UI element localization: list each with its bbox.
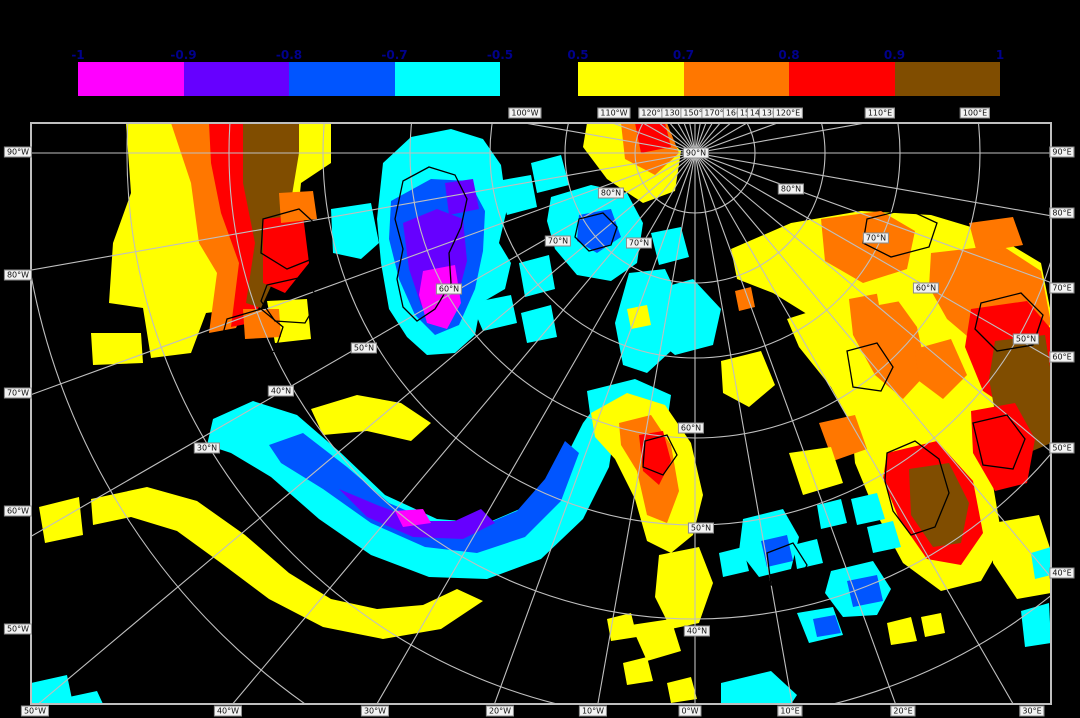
longitude-label-right: 50°E — [1049, 442, 1075, 454]
cb-pos-segment-0 — [578, 62, 684, 96]
longitude-label-left: 80°W — [3, 269, 33, 281]
longitude-label-bottom: 10°W — [578, 705, 608, 717]
cb-pos-segment-1 — [683, 62, 789, 96]
longitude-label-top: 110°W — [597, 107, 631, 119]
longitude-label-bottom: 30°W — [360, 705, 390, 717]
cb-pos-segment-2 — [789, 62, 895, 96]
longitude-label-top: 100°W — [508, 107, 542, 119]
polar-stereographic-map[interactable]: 90°N 80°N 80°N 70°N 70°N 70°N 60°N 60°N 60°N 50°N… — [30, 122, 1052, 705]
cb-pos-tick-4: 1 — [995, 48, 1005, 62]
graticule-label: 40°N — [683, 625, 711, 637]
longitude-label-left: 50°W — [3, 623, 33, 635]
longitude-label-bottom: 50°W — [20, 705, 50, 717]
cb-neg-tick-2: -0.8 — [275, 48, 303, 62]
longitude-label-right: 70°E — [1049, 282, 1075, 294]
graticule-meridians — [31, 123, 1051, 704]
cb-pos-tick-3: 0.9 — [883, 48, 906, 62]
longitude-label-top: 110°E — [864, 107, 896, 119]
cb-neg-tick-3: -0.7 — [381, 48, 408, 62]
region-greenland-iceland — [331, 129, 557, 355]
graticule-label: 80°N — [777, 183, 805, 195]
negative-correlation-colorbar[interactable] — [78, 62, 500, 96]
longitude-label-left: 90°W — [3, 146, 33, 158]
graticule-label: 70°N — [862, 232, 890, 244]
longitude-label-right: 90°E — [1049, 146, 1075, 158]
cb-pos-segment-3 — [894, 62, 1000, 96]
longitude-label-left: 60°W — [3, 505, 33, 517]
longitude-label-right: 40°E — [1049, 567, 1075, 579]
region-misc-specks — [607, 279, 945, 703]
longitude-label-right: 60°E — [1049, 351, 1075, 363]
longitude-label-bottom: 20°W — [485, 705, 515, 717]
cb-pos-tick-1: 0.7 — [672, 48, 695, 62]
coastlines — [220, 166, 1044, 590]
positive-colorbar-ticks: 0.5 0.7 0.8 0.9 1 — [567, 48, 1004, 62]
longitude-label-bottom: 20°E — [890, 705, 916, 717]
longitude-label-top: 100°E — [959, 107, 991, 119]
longitude-label-left: 70°W — [3, 387, 33, 399]
graticule-label: 40°N — [267, 385, 295, 397]
region-mid-atlantic-yellow-arc — [39, 395, 483, 639]
graticule-label: 60°N — [912, 282, 940, 294]
graticule-label: 60°N — [677, 422, 705, 434]
cb-neg-tick-1: -0.9 — [170, 48, 197, 62]
longitude-label-bottom: 10°E — [777, 705, 803, 717]
graticule-label: 90°N — [682, 147, 710, 159]
graticule-label: 30°N — [193, 442, 221, 454]
graticule-label: 70°N — [625, 237, 653, 249]
longitude-label-right: 80°E — [1049, 207, 1075, 219]
cb-pos-tick-0: 0.5 — [567, 48, 589, 62]
graticule-label: 80°N — [597, 187, 625, 199]
graticule-label: 50°N — [350, 342, 378, 354]
cb-neg-tick-4: -0.5 — [486, 48, 514, 62]
cb-neg-segment-1 — [183, 62, 289, 96]
cb-neg-tick-0: -1 — [71, 48, 85, 62]
region-alaska-nw-canada — [91, 123, 331, 365]
longitude-label-bottom: 0°W — [678, 705, 702, 717]
negative-colorbar-ticks: -1 -0.9 -0.8 -0.7 -0.5 — [71, 48, 513, 62]
cb-neg-segment-3 — [394, 62, 500, 96]
cb-pos-tick-2: 0.8 — [778, 48, 800, 62]
cb-neg-segment-0 — [78, 62, 184, 96]
longitude-label-top: 120°E — [772, 107, 804, 119]
longitude-label-bottom: 30°E — [1019, 705, 1045, 717]
map-canvas — [31, 123, 1051, 704]
cb-neg-segment-2 — [289, 62, 395, 96]
positive-correlation-colorbar[interactable] — [578, 62, 1000, 96]
graticule-label: 70°N — [544, 235, 572, 247]
graticule-label: 60°N — [435, 283, 463, 295]
graticule-label: 50°N — [687, 522, 715, 534]
graticule-label: 50°N — [1012, 333, 1040, 345]
longitude-label-bottom: 40°W — [213, 705, 243, 717]
